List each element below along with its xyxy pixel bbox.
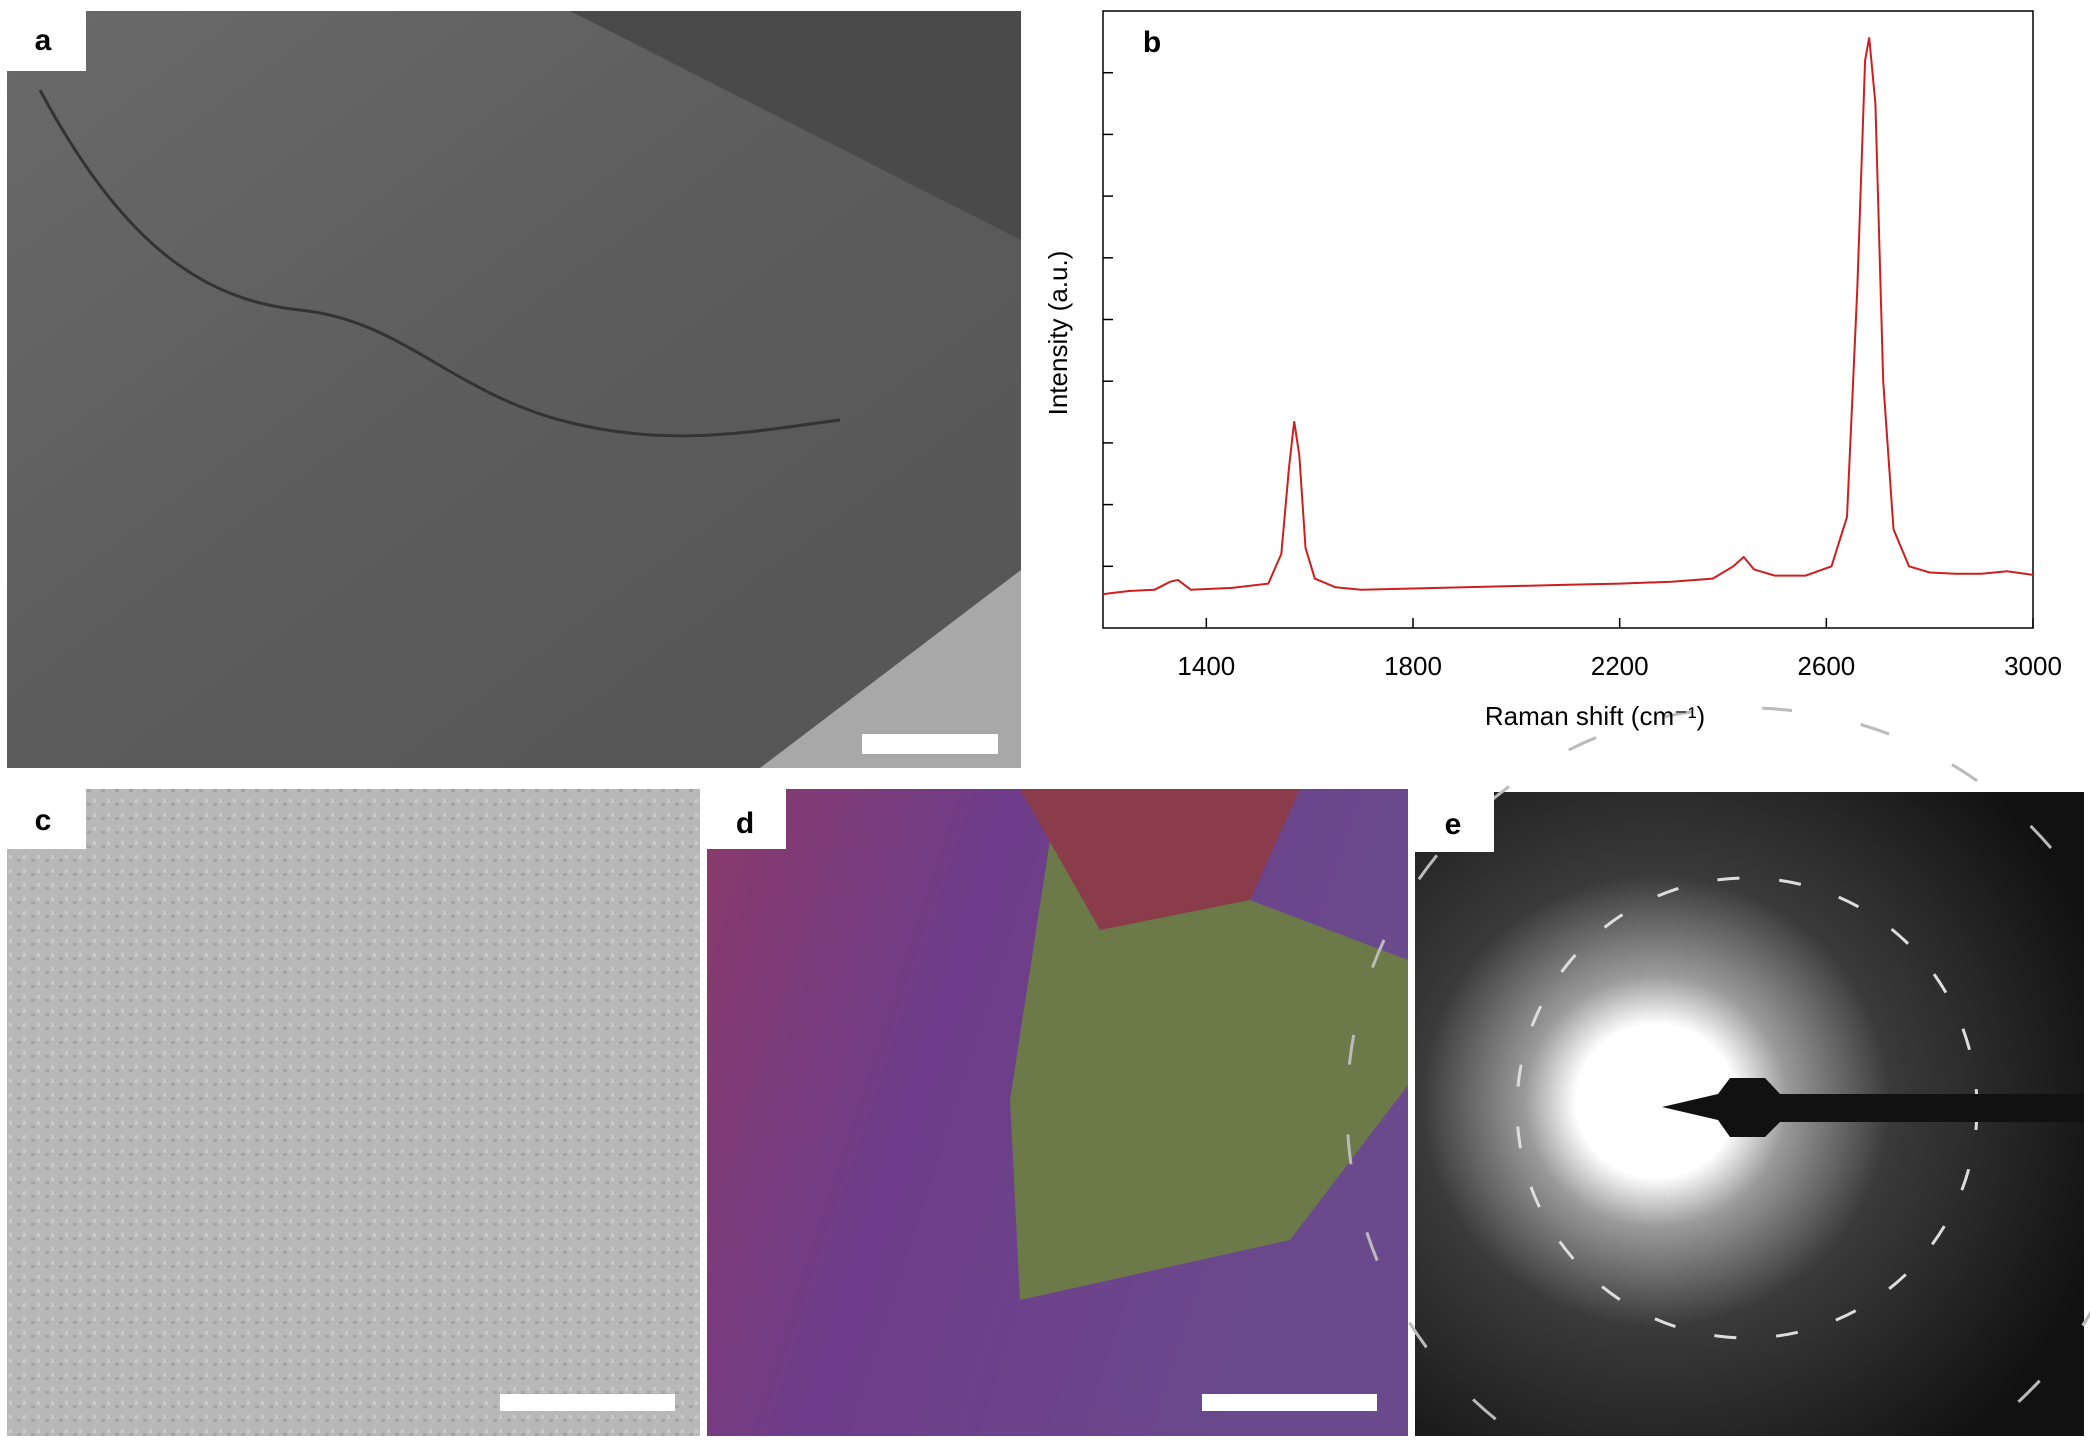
- scale-bar: [500, 1394, 675, 1411]
- spectrum-line: [1102, 37, 2034, 596]
- x-tick-label: 1800: [1384, 651, 1442, 681]
- micrograph-c: [7, 789, 700, 1436]
- scale-bar: [862, 734, 998, 754]
- scale-bar: [1202, 1394, 1377, 1411]
- grain-region: [1010, 840, 1408, 1300]
- label-box: [707, 789, 786, 849]
- label-box: [7, 11, 86, 71]
- panel-label: c: [35, 804, 52, 837]
- x-axis-label: Raman shift (cm⁻¹): [1485, 701, 1705, 731]
- x-tick-label: 2600: [1797, 651, 1855, 681]
- y-axis-label: Intensity (a.u.): [1043, 251, 1073, 416]
- label-box: [1103, 11, 1182, 71]
- label-box: [1415, 792, 1494, 852]
- panel-label: e: [1445, 808, 1462, 841]
- grain-boundary: [38, 89, 841, 438]
- x-tick-label: 2200: [1591, 651, 1649, 681]
- panel-label: b: [1143, 26, 1161, 59]
- x-tick-label: 3000: [2004, 651, 2062, 681]
- x-tick-label: 1400: [1177, 651, 1235, 681]
- grain-region: [1020, 789, 1300, 930]
- panel-label: d: [736, 807, 754, 840]
- grain-region: [570, 11, 1021, 240]
- label-box: [7, 789, 86, 849]
- panel-label: a: [35, 24, 52, 57]
- beam-stop: [1662, 1078, 2084, 1137]
- plot-frame: [1102, 10, 2034, 629]
- grain-region: [760, 570, 1021, 768]
